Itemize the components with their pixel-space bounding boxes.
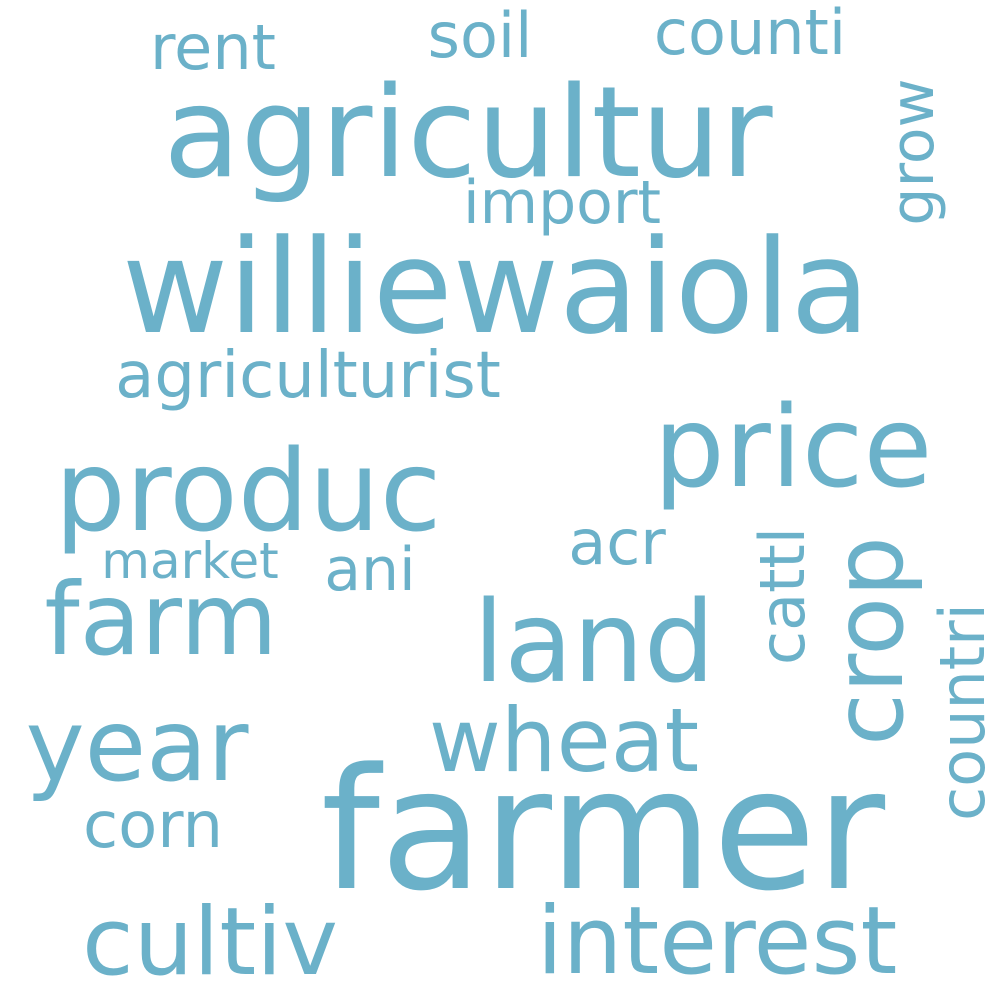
- word-countri: countri: [926, 603, 999, 821]
- word-counti: counti: [653, 0, 847, 69]
- word-produc: produc: [54, 427, 442, 557]
- word-grow: grow: [878, 78, 948, 226]
- word-cattl: cattl: [746, 527, 819, 665]
- word-agriculturist: agriculturist: [115, 339, 501, 413]
- word-rent: rent: [150, 11, 276, 84]
- word-farm: farm: [44, 561, 278, 678]
- word-ani: ani: [324, 535, 416, 605]
- word-crop: crop: [813, 536, 925, 746]
- word-year: year: [25, 687, 249, 804]
- word-acr: acr: [568, 506, 666, 579]
- word-market: market: [101, 532, 279, 590]
- word-interest: interest: [536, 887, 898, 996]
- word-williewaiola: williewaiola: [121, 211, 871, 363]
- word-farmer: farmer: [320, 732, 886, 928]
- word-corn: corn: [82, 789, 224, 863]
- word-cultiv: cultiv: [82, 888, 338, 997]
- word-import: import: [462, 168, 662, 238]
- word-wheat: wheat: [428, 689, 700, 792]
- word-price: price: [653, 383, 933, 513]
- word-soil: soil: [427, 0, 533, 72]
- word-land: land: [473, 578, 715, 708]
- word-agricultur: agricultur: [163, 59, 773, 206]
